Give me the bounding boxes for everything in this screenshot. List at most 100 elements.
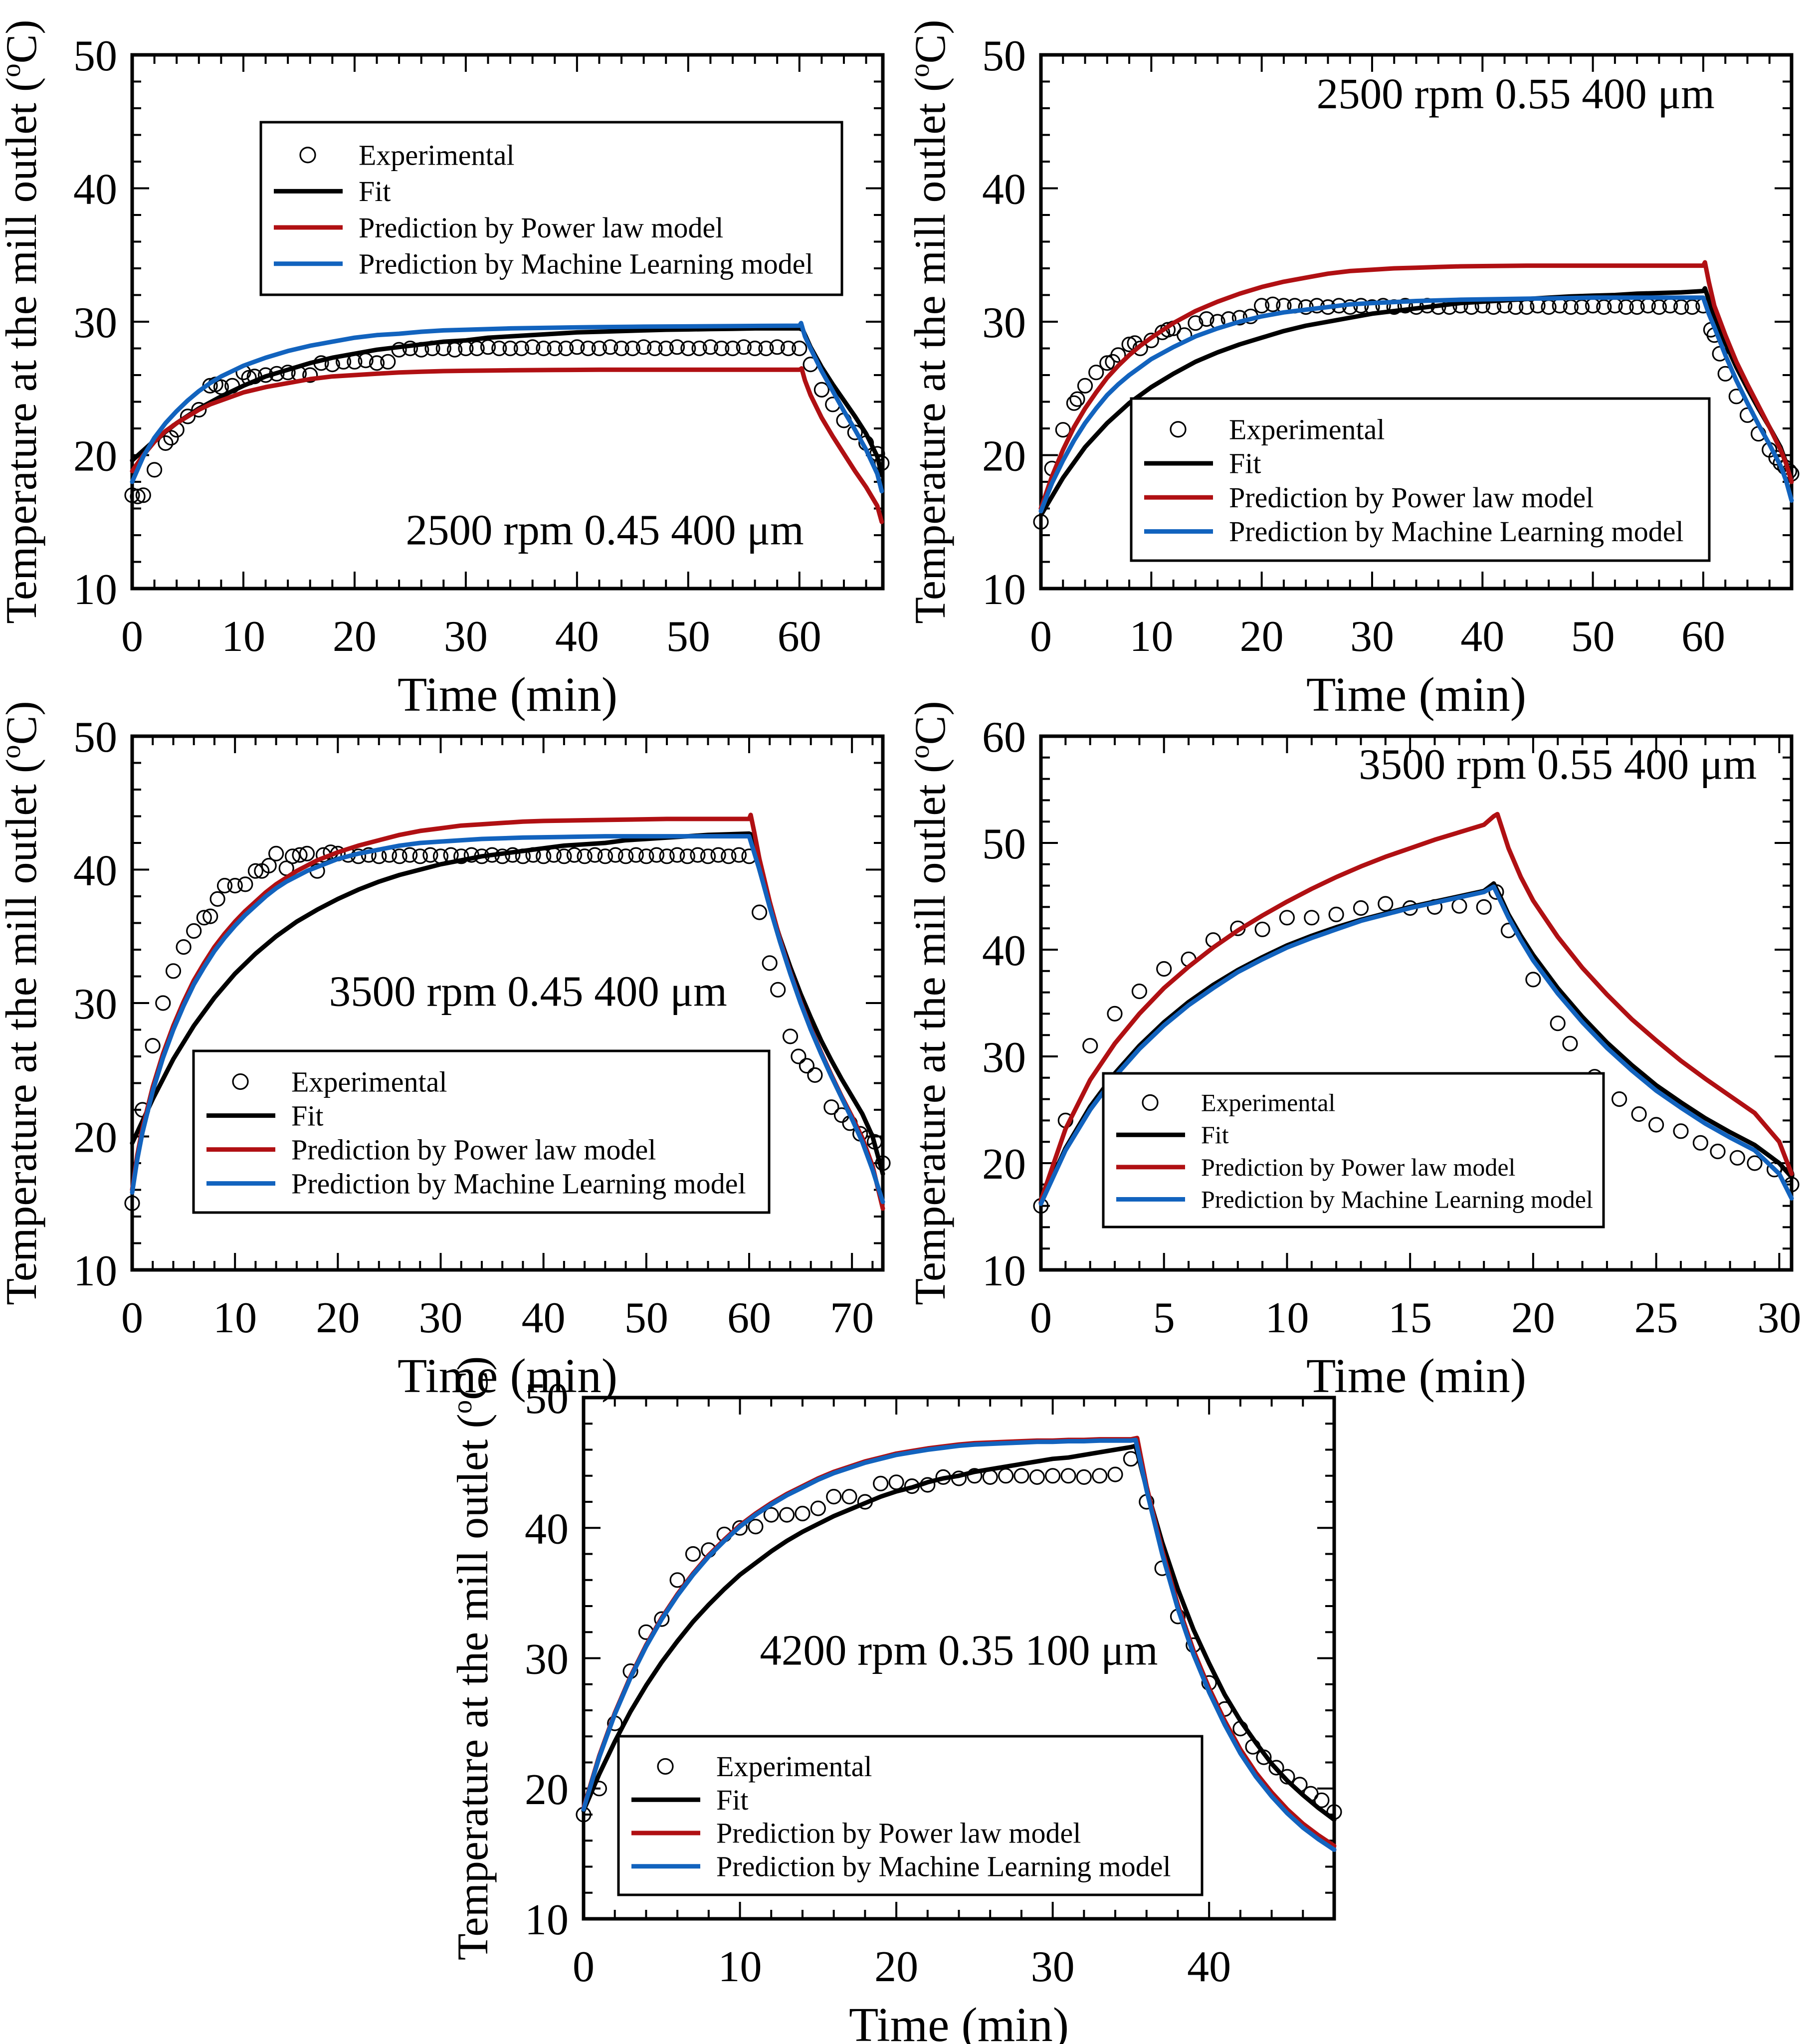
experimental-point	[1651, 299, 1667, 315]
y-tick-label: 20	[73, 1114, 117, 1162]
experimental-point	[202, 908, 218, 924]
experimental-point	[1314, 1792, 1330, 1808]
x-axis-label: Time (min)	[849, 1998, 1069, 2044]
experimental-point	[525, 339, 541, 355]
experimental-point	[1082, 1037, 1098, 1054]
x-tick-label: 10	[718, 1943, 762, 1991]
experimental-point	[710, 847, 726, 863]
experimental-point	[591, 340, 607, 357]
experimental-point	[799, 1058, 815, 1074]
x-tick-label: 20	[874, 1943, 918, 1991]
experimental-point	[577, 848, 593, 864]
legend-label: Experimental	[291, 1065, 447, 1098]
y-axis-label: Temperature at the mill outlet (oC)	[447, 1356, 497, 1960]
x-tick-label: 70	[830, 1294, 874, 1342]
legend-label: Experimental	[716, 1750, 872, 1783]
experimental-point	[247, 863, 264, 879]
x-tick-label: 10	[1265, 1294, 1309, 1342]
experimental-point	[782, 1028, 799, 1044]
y-tick-label: 20	[525, 1766, 569, 1814]
legend-box	[259, 121, 843, 296]
experimental-point	[1631, 1106, 1647, 1122]
x-tick-label: 20	[1240, 613, 1284, 661]
experimental-point	[613, 340, 629, 357]
experimental-point	[1131, 983, 1147, 1000]
x-tick-label: 50	[666, 613, 710, 661]
experimental-point	[1077, 378, 1093, 394]
series-line-prediction-by-power-law-model	[130, 366, 884, 524]
y-tick-label: 40	[982, 166, 1026, 214]
legend-marker-circle-icon	[299, 147, 316, 164]
y-tick-label: 10	[982, 566, 1026, 614]
experimental-point	[147, 462, 163, 478]
experimental-point	[1107, 1466, 1123, 1482]
experimental-point	[227, 878, 243, 894]
x-tick-label: 50	[624, 1294, 668, 1342]
experimental-point	[810, 1500, 826, 1516]
legend-box	[1102, 1072, 1605, 1228]
legend-label: Prediction by Power law model	[716, 1817, 1081, 1849]
experimental-point	[302, 367, 318, 383]
x-tick-label: 0	[121, 613, 143, 661]
experimental-point	[1099, 355, 1115, 371]
condition-annotation: 3500 rpm 0.45 400 μm	[329, 967, 727, 1015]
experimental-point	[580, 340, 596, 357]
y-tick-label: 30	[982, 1033, 1026, 1082]
x-tick-label: 10	[213, 1294, 257, 1342]
x-tick-label: 0	[1030, 613, 1052, 661]
experimental-point	[1279, 910, 1295, 926]
experimental-point	[163, 430, 179, 446]
experimental-point	[1279, 1769, 1295, 1785]
experimental-point	[155, 995, 171, 1011]
experimental-point	[216, 878, 233, 894]
experimental-point	[758, 340, 774, 357]
x-tick-label: 30	[1350, 613, 1394, 661]
experimental-point	[1107, 1006, 1123, 1022]
x-tick-label: 0	[1030, 1294, 1052, 1342]
experimental-point	[841, 1489, 857, 1505]
legend-marker-circle-icon	[1170, 421, 1187, 438]
experimental-point	[1055, 422, 1071, 438]
experimental-point	[736, 339, 752, 355]
experimental-point	[1132, 340, 1148, 357]
experimental-point	[770, 982, 786, 998]
x-tick-label: 20	[1511, 1294, 1555, 1342]
y-tick-label: 10	[73, 1247, 117, 1295]
y-axis-label: Temperature at the mill outlet (oC)	[904, 701, 955, 1305]
legend-label: Fit	[359, 175, 391, 207]
y-tick-label: 50	[982, 820, 1026, 868]
experimental-point	[780, 340, 797, 357]
experimental-point	[124, 487, 140, 503]
experimental-point	[1476, 899, 1492, 915]
experimental-point	[1188, 315, 1204, 331]
experimental-point	[1451, 898, 1467, 914]
legend-marker-circle-icon	[657, 1758, 674, 1775]
experimental-point	[1060, 1468, 1076, 1484]
legend-label: Prediction by Power law model	[1201, 1153, 1515, 1181]
x-tick-label: 15	[1388, 1294, 1432, 1342]
experimental-point	[1328, 906, 1344, 922]
experimental-point	[587, 847, 603, 863]
experimental-point	[369, 355, 385, 371]
legend-label: Prediction by Machine Learning model	[291, 1167, 746, 1200]
experimental-point	[685, 1546, 701, 1562]
experimental-point	[1618, 299, 1634, 315]
experimental-point	[1648, 1117, 1664, 1133]
experimental-point	[762, 955, 778, 971]
experimental-point	[638, 848, 654, 864]
experimental-point	[1550, 1016, 1566, 1031]
experimental-point	[1673, 299, 1689, 315]
experimental-point	[1596, 299, 1612, 315]
experimental-point	[732, 1520, 748, 1536]
experimental-point	[691, 340, 707, 357]
experimental-point	[1353, 900, 1369, 916]
experimental-point	[402, 847, 418, 863]
experimental-point	[1673, 1123, 1689, 1139]
experimental-point	[180, 409, 196, 424]
legend-label: Experimental	[1229, 413, 1385, 445]
experimental-point	[1611, 1091, 1627, 1107]
experimental-point	[731, 847, 747, 863]
y-tick-label: 50	[525, 1375, 569, 1423]
